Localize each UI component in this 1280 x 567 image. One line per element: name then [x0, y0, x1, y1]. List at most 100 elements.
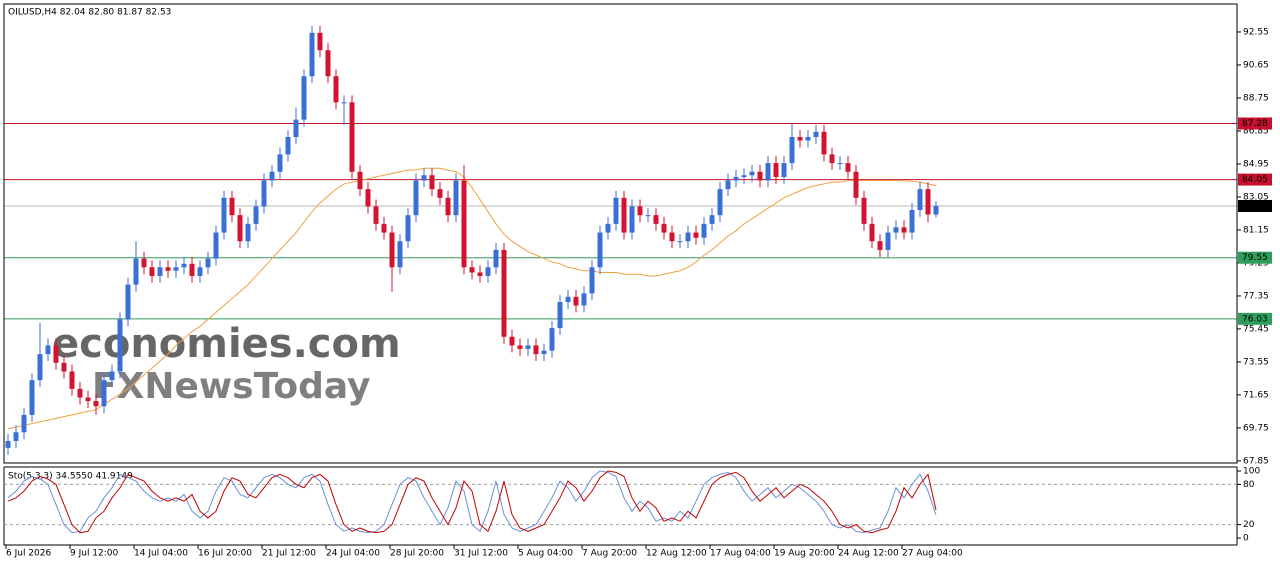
candle-body	[613, 197, 619, 224]
y-tick-label: 71.65	[1243, 390, 1269, 400]
candle-body	[517, 345, 523, 349]
y-tick-label: 83.05	[1243, 192, 1269, 202]
candle-body	[133, 258, 139, 285]
candle-body	[653, 215, 659, 224]
candle-body	[813, 131, 819, 138]
candle-body	[5, 440, 11, 448]
candle-body	[541, 350, 547, 355]
candle-body	[909, 209, 915, 233]
candle-body	[77, 388, 83, 398]
candle-body	[101, 380, 107, 407]
x-tick-label: 7 Aug 20:00	[582, 549, 637, 559]
candle-body	[709, 215, 715, 224]
candle-body	[197, 267, 203, 276]
x-tick-label: 27 Aug 04:00	[902, 549, 963, 559]
level-label: 84.05	[1242, 175, 1268, 185]
candle-body	[565, 296, 571, 303]
candle-body	[789, 137, 795, 164]
candle-body	[597, 232, 603, 268]
candle-body	[661, 223, 667, 233]
price-label-box	[1238, 199, 1272, 212]
candle-body	[549, 328, 555, 351]
candle-body	[61, 362, 67, 372]
candle-body	[669, 232, 675, 242]
candle-body	[325, 50, 331, 77]
candle-body	[85, 397, 91, 402]
y-tick-label: 73.55	[1243, 357, 1269, 367]
candle-body	[845, 163, 851, 172]
candle-body	[933, 205, 939, 215]
candle-body	[917, 189, 923, 210]
candle-body	[269, 171, 275, 181]
candle-body	[637, 206, 643, 216]
candle-body	[477, 272, 483, 276]
candle-body	[869, 223, 875, 242]
y-tick-label: 20	[1243, 520, 1255, 530]
main-panel-frame	[3, 3, 1238, 464]
candle-body	[893, 227, 899, 233]
candle-body	[837, 163, 843, 165]
candle-body	[397, 241, 403, 268]
candle-body	[677, 241, 683, 243]
x-tick-label: 31 Jul 12:00	[454, 549, 508, 559]
candle-body	[189, 263, 195, 276]
y-tick-label: 77.35	[1243, 291, 1269, 301]
x-tick-label: 24 Aug 12:00	[838, 549, 899, 559]
candle-body	[509, 336, 515, 346]
candle-body	[333, 76, 339, 103]
candle-body	[21, 414, 27, 433]
watermark: economies.com	[52, 321, 401, 367]
candle-body	[141, 258, 147, 268]
candle-body	[261, 180, 267, 207]
y-tick-label: 90.65	[1243, 60, 1269, 70]
y-tick-label: 81.15	[1243, 225, 1269, 235]
candle-body	[749, 171, 755, 176]
candle-body	[245, 223, 251, 242]
indicator-panel-frame	[3, 466, 1238, 546]
candle-body	[629, 206, 635, 233]
y-tick-label: 69.75	[1243, 423, 1269, 433]
y-tick-label: 88.75	[1243, 93, 1269, 103]
candle-body	[29, 380, 35, 415]
candle-body	[157, 267, 163, 276]
candle-body	[373, 206, 379, 224]
candle-body	[349, 102, 355, 172]
candle-body	[493, 249, 499, 268]
candle-body	[149, 267, 155, 276]
candle-body	[53, 345, 59, 363]
candle-body	[581, 293, 587, 306]
candle-body	[781, 163, 787, 177]
candle-body	[253, 206, 259, 224]
level-label: 87.28	[1242, 119, 1268, 129]
candle-body	[421, 175, 427, 181]
candle-body	[293, 119, 299, 138]
candle-body	[445, 197, 451, 216]
candle-body	[357, 171, 363, 190]
candle-body	[45, 345, 51, 355]
x-tick-label: 9 Jul 12:00	[70, 549, 119, 559]
candle-body	[725, 180, 731, 190]
stochastic-signal	[7, 470, 937, 534]
price-label: 82.53	[1242, 201, 1268, 211]
candle-body	[381, 223, 387, 233]
level-label: 76.03	[1242, 314, 1268, 324]
candle-body	[805, 137, 811, 141]
candle-body	[93, 401, 99, 407]
x-tick-label: 12 Aug 12:00	[646, 549, 707, 559]
candle-body	[389, 232, 395, 268]
y-tick-label: 80	[1243, 480, 1255, 490]
candle-body	[277, 154, 283, 172]
candle-body	[861, 197, 867, 224]
level-label-box	[1238, 117, 1272, 130]
stochastic-main	[7, 470, 937, 534]
watermark: FXNewsToday	[92, 366, 371, 407]
x-tick-label: 28 Jul 20:00	[390, 549, 444, 559]
candle-body	[757, 171, 763, 181]
candle-body	[165, 267, 171, 271]
candle-body	[701, 223, 707, 238]
x-tick-label: 6 Jul 2026	[6, 549, 51, 559]
indicator-label: Sto(5,3,3) 34.5550 41.9149	[8, 472, 133, 482]
